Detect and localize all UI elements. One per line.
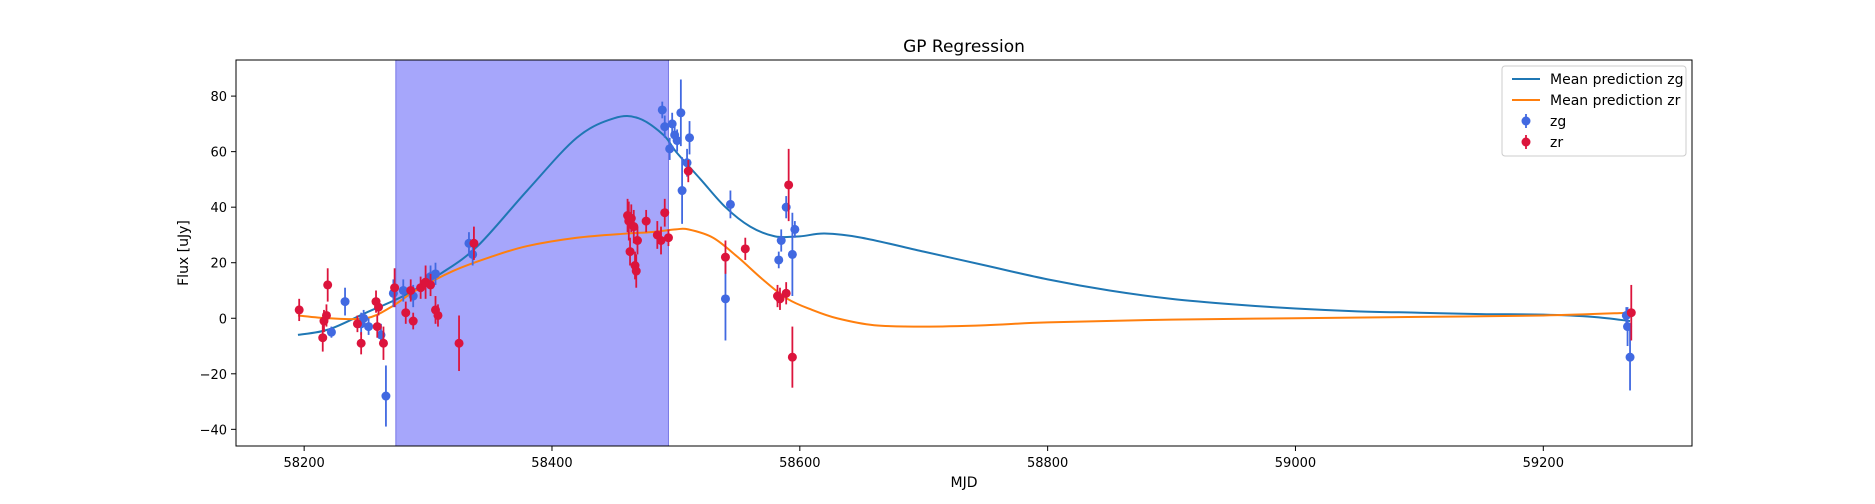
data-point: [774, 255, 784, 265]
data-point: [740, 244, 750, 254]
data-point: [682, 158, 692, 168]
data-point: [352, 319, 362, 329]
data-point: [657, 105, 667, 115]
data-point: [454, 338, 464, 348]
data-point: [364, 322, 374, 332]
data-point: [776, 236, 786, 246]
data-point: [787, 249, 797, 259]
plot-frame: [235, 59, 1693, 447]
data-point: [665, 144, 675, 154]
data-point: [629, 222, 639, 232]
y-tick-label: 0: [219, 312, 227, 327]
data-point: [641, 216, 651, 226]
y-axis-label: Flux [uJy]: [176, 220, 192, 286]
data-point: [401, 308, 411, 318]
data-point: [326, 327, 336, 337]
x-tick-label: 58600: [779, 456, 820, 471]
legend-marker-swatch: [1521, 116, 1531, 126]
data-point: [433, 310, 443, 320]
legend-marker-swatch: [1521, 137, 1531, 147]
x-axis-ticks: 58200 58400 58600 58800 59000 59200: [283, 446, 1564, 471]
series-line-zg: [297, 115, 1631, 336]
x-tick-label: 59000: [1275, 456, 1316, 471]
x-tick-label: 58400: [531, 456, 572, 471]
data-point: [1625, 352, 1635, 362]
data-point: [667, 119, 677, 129]
data-point: [656, 236, 666, 246]
data-point: [1626, 308, 1636, 318]
chart-title: GP Regression: [903, 37, 1025, 57]
data-point: [381, 391, 391, 401]
x-tick-label: 58800: [1027, 456, 1068, 471]
data-point: [359, 313, 369, 323]
data-point: [775, 294, 785, 304]
data-point: [469, 238, 479, 248]
data-point: [398, 285, 408, 295]
series-points-zr: [294, 148, 1636, 388]
series-line-zr: [297, 227, 1631, 328]
legend-box: [1501, 65, 1687, 157]
data-point: [660, 122, 670, 132]
x-axis-label: MJD: [951, 475, 978, 491]
data-point: [340, 297, 350, 307]
data-point: [676, 108, 686, 118]
data-point: [372, 322, 382, 332]
y-tick-label: 40: [210, 201, 227, 216]
legend-label: Mean prediction zr: [1550, 93, 1681, 109]
data-point: [468, 249, 478, 259]
data-point: [781, 288, 791, 298]
data-point: [631, 266, 641, 276]
data-point: [431, 269, 441, 279]
y-axis-ticks: −40 −20 0 20 40 60 80: [200, 90, 236, 438]
data-point: [323, 280, 333, 290]
legend-entry-zg: zg: [1521, 114, 1566, 130]
data-point: [685, 133, 695, 143]
data-point: [632, 236, 642, 246]
y-tick-label: −20: [200, 368, 227, 383]
data-point: [356, 338, 366, 348]
data-point: [318, 333, 328, 343]
data-point: [406, 285, 416, 295]
data-point: [390, 283, 400, 293]
x-tick-label: 59200: [1523, 456, 1564, 471]
data-point: [672, 136, 682, 146]
data-point: [625, 247, 635, 257]
y-tick-label: 20: [210, 257, 227, 272]
data-point: [683, 166, 693, 176]
data-point: [294, 305, 304, 315]
y-tick-label: 60: [210, 146, 227, 161]
data-point: [374, 302, 384, 312]
data-point: [725, 199, 735, 209]
legend-entry-mean-prediction-zr: Mean prediction zr: [1512, 93, 1681, 109]
data-point: [663, 233, 673, 243]
plot-series: [294, 79, 1636, 427]
data-point: [790, 224, 800, 234]
legend-label: Mean prediction zg: [1550, 72, 1684, 88]
data-point: [787, 352, 797, 362]
data-point: [378, 338, 388, 348]
legend-entry-mean-prediction-zg: Mean prediction zg: [1512, 72, 1684, 88]
data-point: [720, 294, 730, 304]
data-point: [720, 252, 730, 262]
x-tick-label: 58200: [283, 456, 324, 471]
data-point: [426, 280, 436, 290]
legend: Mean prediction zg Mean prediction zr zg zr: [1501, 65, 1687, 157]
legend-entry-zr: zr: [1521, 135, 1563, 151]
legend-label: zg: [1550, 114, 1566, 130]
plot-area: [235, 59, 1693, 447]
y-tick-label: 80: [210, 90, 227, 105]
data-point: [660, 208, 670, 218]
data-point: [784, 180, 794, 190]
shaded-region: [395, 59, 669, 447]
data-point: [677, 186, 687, 196]
data-point: [321, 310, 331, 320]
legend-label: zr: [1550, 135, 1563, 151]
y-tick-label: −40: [200, 423, 227, 438]
data-point: [408, 316, 418, 326]
